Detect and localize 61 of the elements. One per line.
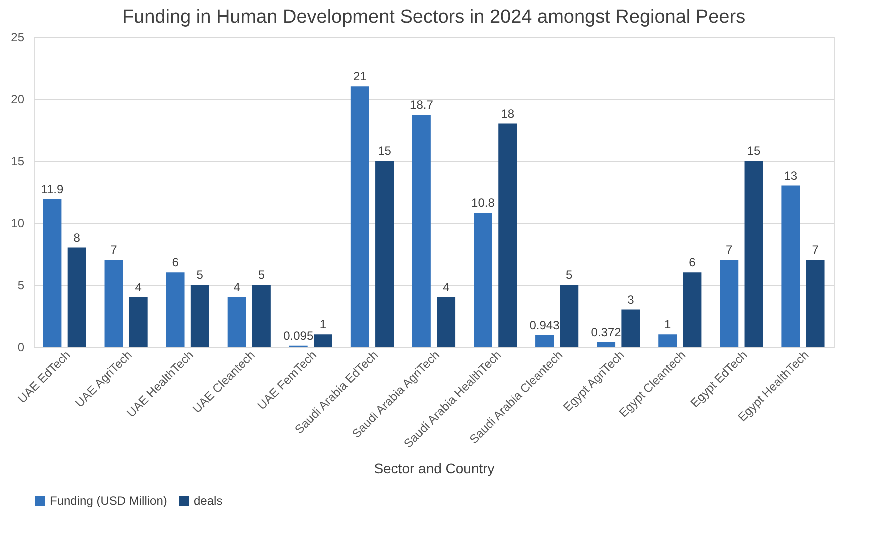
bar xyxy=(683,272,702,347)
bar xyxy=(782,186,800,347)
y-tick-label: 0 xyxy=(18,340,25,354)
bar xyxy=(314,334,332,347)
data-label: 15 xyxy=(378,144,392,158)
data-label: 10.8 xyxy=(472,196,496,210)
bar xyxy=(43,199,62,347)
bar xyxy=(474,213,492,347)
data-label: 7 xyxy=(812,243,820,258)
bar xyxy=(68,248,86,347)
data-label: 13 xyxy=(784,168,798,183)
bar xyxy=(536,335,554,347)
bar xyxy=(806,260,825,347)
bar xyxy=(720,260,739,347)
data-label: 11.9 xyxy=(41,182,64,196)
data-label: 1 xyxy=(320,318,327,332)
bar xyxy=(744,161,764,347)
data-label: 3 xyxy=(628,292,635,307)
bar xyxy=(437,297,456,347)
bar xyxy=(412,115,431,347)
chart-title: Funding in Human Development Sectors in 2024 amongst Regional Peers xyxy=(122,7,746,28)
data-label: 5 xyxy=(258,268,266,282)
data-label: 15 xyxy=(747,144,761,158)
bar xyxy=(228,297,246,347)
data-label: 0.943 xyxy=(530,318,560,332)
data-label: 7 xyxy=(726,243,734,258)
data-label: 4 xyxy=(135,280,142,294)
data-label: 8 xyxy=(74,230,81,245)
data-label: 4 xyxy=(234,280,241,294)
y-tick-label: 25 xyxy=(11,30,25,44)
bar xyxy=(597,342,616,347)
bar xyxy=(560,285,579,347)
data-label: 18.7 xyxy=(410,98,434,112)
bar xyxy=(129,297,148,347)
x-axis-title: Sector and Country xyxy=(374,460,495,477)
y-tick-label: 5 xyxy=(18,278,25,292)
bar xyxy=(166,272,185,347)
y-tick-label: 20 xyxy=(11,92,25,106)
y-tick-label: 10 xyxy=(11,216,25,230)
y-tick-label: 15 xyxy=(11,154,25,168)
data-label: 0.095 xyxy=(284,328,314,343)
legend-label: deals xyxy=(194,494,223,508)
data-label: 21 xyxy=(353,70,368,84)
bar xyxy=(104,260,124,347)
data-label: 18 xyxy=(501,106,515,121)
bar xyxy=(190,285,210,347)
data-label: 5 xyxy=(196,268,204,282)
data-label: 5 xyxy=(566,268,574,282)
bar xyxy=(376,161,394,347)
bar xyxy=(252,285,271,347)
bar xyxy=(498,124,518,347)
legend-label: Funding (USD Million) xyxy=(50,494,168,508)
bar xyxy=(658,334,678,347)
bar xyxy=(350,86,370,347)
data-label: 6 xyxy=(172,256,180,270)
data-label: 0.372 xyxy=(591,325,622,340)
data-label: 7 xyxy=(110,243,118,258)
data-label: 1 xyxy=(664,318,672,332)
data-label: 4 xyxy=(442,280,450,294)
bar xyxy=(622,310,640,347)
data-label: 6 xyxy=(689,256,696,270)
